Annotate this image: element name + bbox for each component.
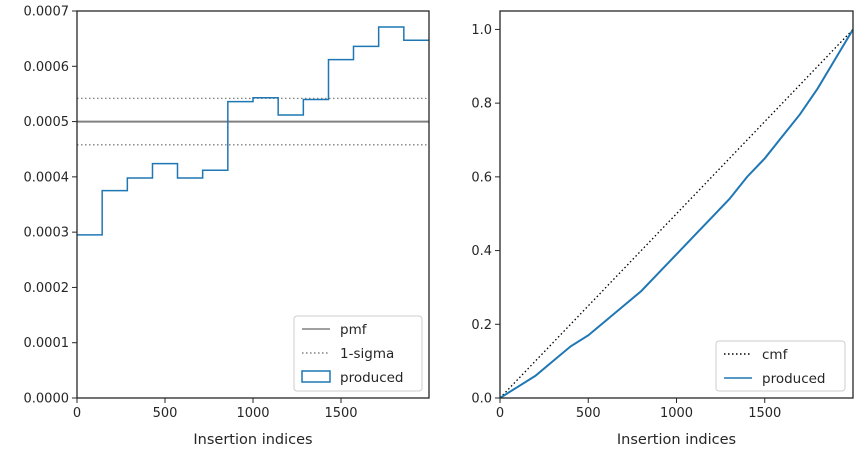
legend: cmf produced <box>715 340 846 392</box>
legend-produced-label: produced <box>340 370 404 386</box>
x-tick-label: 1000 <box>236 406 269 421</box>
series-cmf-line <box>500 28 853 398</box>
legend-produced-swatch <box>301 370 331 383</box>
y-tick-label: 1.0 <box>471 23 492 38</box>
y-tick-label: 0.2 <box>471 318 492 333</box>
legend-cmf-label: cmf <box>762 347 789 363</box>
y-tick-label: 0.0000 <box>24 392 70 407</box>
y-tick-label: 0.8 <box>471 97 492 112</box>
plot-frame <box>499 10 854 399</box>
x-tick-label: 1500 <box>324 406 357 421</box>
y-tick-label: 0.4 <box>471 244 492 259</box>
y-tick-label: 0.0002 <box>24 281 70 296</box>
legend-pmf-label: pmf <box>340 322 368 338</box>
x-tick-label: 1500 <box>748 406 781 421</box>
x-tick-label: 0 <box>496 406 504 421</box>
y-tick-label: 0.6 <box>471 170 492 185</box>
legend-frame <box>293 315 423 392</box>
plot-area <box>500 28 853 398</box>
pmf-chart: 0 500 1000 1500 0.0000 0.0001 0.0002 0.0003 0.00… <box>24 5 430 448</box>
legend-produced-label: produced <box>762 371 826 387</box>
legend-1-sigma-label: 1-sigma <box>340 346 394 362</box>
y-tick-label: 0.0005 <box>24 115 70 130</box>
x-axis-label: Insertion indices <box>617 432 736 448</box>
x-tick-label: 0 <box>73 406 81 421</box>
series-produced-line <box>500 28 853 398</box>
legend: pmf 1-sigma produced <box>293 315 423 392</box>
y-tick-label: 0.0007 <box>24 5 70 20</box>
y-tick-label: 0.0 <box>471 392 492 407</box>
series-produced-step-line <box>77 26 429 236</box>
cmf-chart: 0 500 1000 1500 0.0 0.2 0.4 0.6 0.8 1.0 Insertion … <box>471 10 854 448</box>
y-tick-label: 0.0003 <box>24 226 70 241</box>
y-tick-label: 0.0004 <box>24 170 70 185</box>
plot-area <box>77 26 429 236</box>
y-tick-label: 0.0006 <box>24 60 70 75</box>
x-tick-label: 500 <box>576 406 601 421</box>
x-axis-label: Insertion indices <box>193 432 312 448</box>
x-tick-label: 500 <box>153 406 178 421</box>
y-tick-label: 0.0001 <box>24 336 70 351</box>
x-tick-label: 1000 <box>660 406 693 421</box>
